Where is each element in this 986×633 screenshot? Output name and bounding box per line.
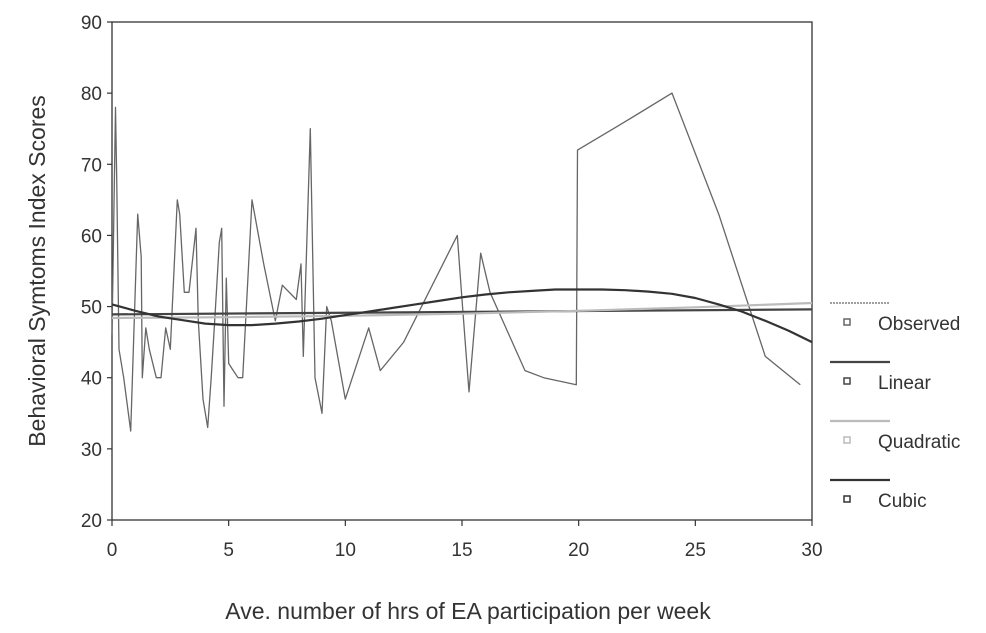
legend-marker-quadratic [843, 436, 851, 444]
x-axis: 0 5 10 15 20 25 30 [107, 520, 823, 561]
legend-marker-cubic [843, 495, 851, 503]
y-tick-label: 30 [81, 440, 102, 461]
series-line-observed [111, 92, 801, 432]
legend-label-observed: Observed [878, 314, 960, 335]
x-tick-label: 25 [685, 540, 706, 561]
x-tick-label: 20 [568, 540, 589, 561]
series-line-linear [111, 308, 813, 316]
legend-marker-observed [843, 318, 851, 326]
y-tick-label: 80 [81, 84, 102, 105]
y-tick-label: 50 [81, 298, 102, 319]
legend-marker-linear [843, 377, 851, 385]
legend-label-cubic: Cubic [878, 491, 927, 512]
series-layer [111, 92, 813, 432]
x-tick-label: 5 [223, 540, 234, 561]
series-line-quadratic [111, 301, 813, 320]
series-line-cubic [111, 288, 813, 344]
y-tick-label: 70 [81, 155, 102, 176]
y-tick-label: 90 [81, 13, 102, 34]
y-tick-label: 40 [81, 369, 102, 390]
y-axis-title: Behavioral Symtoms Index Scores [24, 95, 50, 447]
x-tick-label: 0 [107, 540, 118, 561]
legend-label-linear: Linear [878, 373, 931, 394]
x-tick-label: 30 [801, 540, 822, 561]
x-axis-title: Ave. number of hrs of EA participation p… [225, 598, 711, 624]
x-tick-label: 15 [451, 540, 472, 561]
y-tick-label: 60 [81, 226, 102, 247]
y-tick-label: 20 [81, 511, 102, 532]
legend: Observed Linear Quadratic Cubic [830, 302, 960, 512]
y-axis: 20 30 40 50 60 70 80 90 [81, 13, 112, 532]
x-tick-label: 10 [335, 540, 356, 561]
legend-label-quadratic: Quadratic [878, 432, 960, 453]
